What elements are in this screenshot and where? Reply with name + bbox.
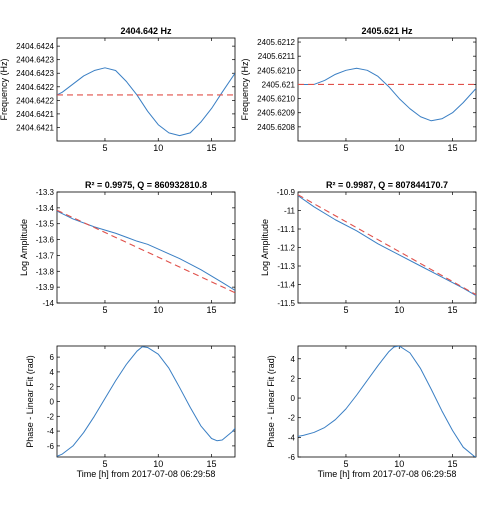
y-tick-label: 2405.6212 <box>257 38 295 47</box>
y-tick-label: 2405.6210 <box>257 66 295 75</box>
y-tick-label: -13.6 <box>36 236 55 245</box>
y-tick-label: -6 <box>47 442 55 451</box>
fit-line <box>298 194 476 296</box>
axes-frame <box>297 191 477 304</box>
y-tick-label: -2 <box>288 414 296 423</box>
y-tick-label: -11 <box>284 207 296 216</box>
y-tick-label: 0 <box>291 394 296 403</box>
y-tick-label: 2405.6210 <box>257 95 295 104</box>
y-tick-label: -6 <box>288 453 296 462</box>
x-tick-label: 15 <box>448 305 458 315</box>
y-axis-label: Log Amplitude <box>19 219 29 276</box>
data-line <box>57 210 235 291</box>
x-tick-label: 10 <box>394 459 404 469</box>
y-tick-label: 2404.6423 <box>16 56 54 65</box>
y-tick-label: -11.2 <box>277 244 295 253</box>
x-tick-label: 5 <box>343 459 348 469</box>
chart-freq-left: 5 10 15 2404.6421 2404.6421 2404.6422 2404.642… <box>0 26 236 153</box>
y-tick-label: -13.4 <box>36 204 55 213</box>
axes-frame <box>297 37 477 142</box>
y-tick-label: -11.5 <box>277 299 295 308</box>
x-tick-label: 15 <box>448 459 458 469</box>
data-line <box>298 195 476 297</box>
chart-title: 2405.621 Hz <box>361 26 413 36</box>
x-tick-label: 15 <box>207 143 217 153</box>
x-tick-label: 10 <box>394 143 404 153</box>
y-tick-label: 2 <box>291 374 296 383</box>
x-tick-label: 15 <box>207 459 217 469</box>
axes-frame <box>56 37 236 142</box>
y-tick-label: 4 <box>50 368 55 377</box>
y-tick-label: 2404.6422 <box>16 83 54 92</box>
chart-title: R² = 0.9987, Q = 807844170.7 <box>326 180 448 190</box>
y-tick-label: -4 <box>288 433 296 442</box>
y-tick-label: -13.3 <box>36 188 55 197</box>
axes-frame <box>297 345 477 458</box>
x-tick-label: 10 <box>153 459 163 469</box>
x-tick-label: 5 <box>343 305 348 315</box>
chart-amp-left: 5 10 15 -14 -13.9 -13.8 -13.7 -13.6 -13.5 -13.4 -1… <box>19 180 236 315</box>
y-tick-label: 2404.6422 <box>16 96 54 105</box>
x-tick-label: 5 <box>343 143 348 153</box>
chart-phase-right: 5 10 15 -6 -4 -2 0 2 4 Phase - Linear Fit (rad) Ti… <box>266 345 477 479</box>
y-tick-label: -13.8 <box>36 267 55 276</box>
x-axis-label: Time [h] from 2017-07-08 06:29:58 <box>318 469 457 479</box>
y-tick-label: 2405.6208 <box>257 123 295 132</box>
y-tick-label: 2 <box>50 383 55 392</box>
y-axis-label: Phase - Linear Fit (rad) <box>25 355 35 448</box>
x-tick-label: 10 <box>394 305 404 315</box>
data-line <box>298 346 476 457</box>
y-tick-label: -2 <box>47 412 55 421</box>
data-line <box>57 346 235 457</box>
axes-frame <box>56 191 236 304</box>
y-tick-label: 2404.6421 <box>16 123 54 132</box>
chart-freq-right: 5 10 15 2405.6208 2405.6209 2405.6210 2405.621… <box>240 26 477 153</box>
x-tick-label: 15 <box>207 305 217 315</box>
axes-frame <box>56 345 236 458</box>
y-tick-label: 2404.6423 <box>16 69 54 78</box>
y-tick-label: -11.4 <box>277 281 295 290</box>
x-tick-label: 5 <box>102 305 107 315</box>
y-tick-label: 2405.621 <box>262 80 296 89</box>
y-tick-label: -14 <box>42 299 54 308</box>
y-tick-label: 4 <box>291 355 296 364</box>
y-tick-label: -13.5 <box>36 220 55 229</box>
y-tick-label: -13.9 <box>36 283 55 292</box>
x-tick-label: 5 <box>102 459 107 469</box>
x-tick-label: 10 <box>153 305 163 315</box>
x-tick-label: 15 <box>448 143 458 153</box>
fit-line <box>57 209 235 294</box>
y-tick-label: -4 <box>47 427 55 436</box>
y-tick-label: 6 <box>50 353 55 362</box>
chart-amp-right: 5 10 15 -11.5 -11.4 -11.3 -11.2 -11.1 -11 -10.9 R²… <box>260 180 477 315</box>
data-line <box>298 67 476 122</box>
data-line <box>57 67 235 137</box>
y-axis-label: Log Amplitude <box>260 219 270 276</box>
y-tick-label: -11.1 <box>277 225 295 234</box>
chart-title: R² = 0.9975, Q = 860932810.8 <box>85 180 207 190</box>
y-tick-label: -10.9 <box>277 188 296 197</box>
y-axis-label: Frequency (Hz) <box>0 58 9 120</box>
y-tick-label: 2404.6421 <box>16 110 54 119</box>
y-tick-label: 2405.6209 <box>257 109 295 118</box>
y-axis-label: Frequency (Hz) <box>240 58 250 120</box>
y-tick-label: 2405.6211 <box>258 52 296 61</box>
chart-phase-left: 5 10 15 -6 -4 -2 0 2 4 6 Phase - Linear Fit (rad) T… <box>25 345 236 479</box>
y-tick-label: 2404.6424 <box>16 42 54 51</box>
x-axis-label: Time [h] from 2017-07-08 06:29:58 <box>77 469 216 479</box>
chart-title: 2404.642 Hz <box>120 26 172 36</box>
y-tick-label: -11.3 <box>277 262 295 271</box>
y-tick-label: -13.7 <box>36 251 55 260</box>
y-axis-label: Phase - Linear Fit (rad) <box>266 355 276 448</box>
x-tick-label: 10 <box>153 143 163 153</box>
x-tick-label: 5 <box>102 143 107 153</box>
y-tick-label: 0 <box>50 398 55 407</box>
